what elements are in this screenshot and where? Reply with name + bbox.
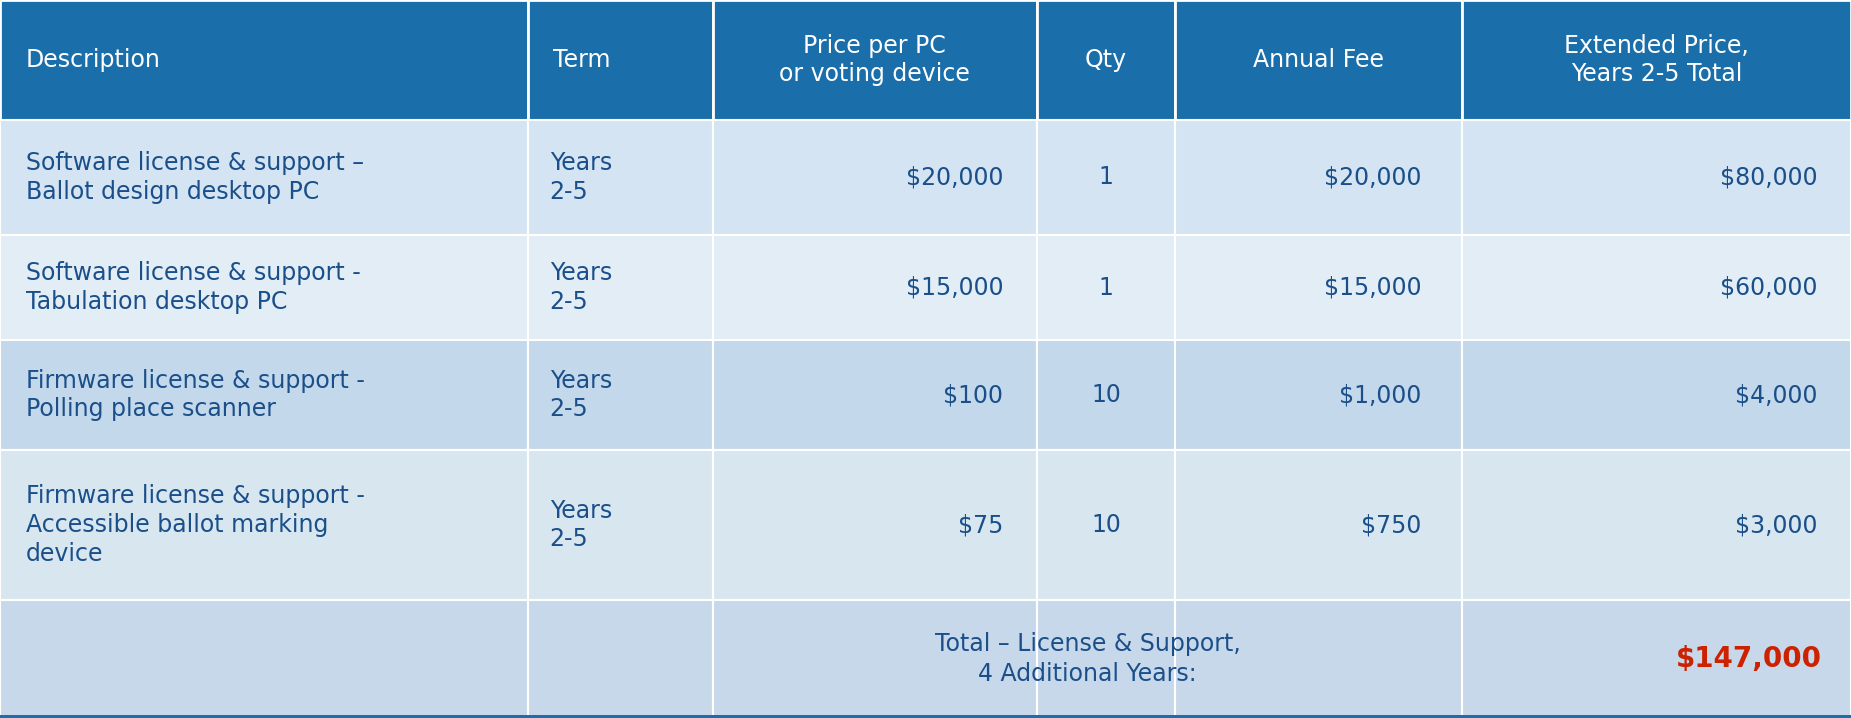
Bar <box>0 340 528 450</box>
Bar <box>1037 450 1175 600</box>
Text: Years
2-5: Years 2-5 <box>550 368 613 421</box>
Bar <box>1462 0 1851 120</box>
Bar <box>528 235 713 340</box>
Text: $4,000: $4,000 <box>1734 383 1818 407</box>
Text: Years
2-5: Years 2-5 <box>550 498 613 551</box>
Text: $750: $750 <box>1360 513 1422 537</box>
Bar <box>713 235 1037 340</box>
Bar <box>1037 0 1175 120</box>
Text: Firmware license & support -
Accessible ballot marking
device: Firmware license & support - Accessible … <box>26 484 365 566</box>
Bar <box>713 0 1037 120</box>
Text: 10: 10 <box>1090 513 1122 537</box>
Bar <box>1037 120 1175 235</box>
Bar <box>0 450 528 600</box>
Bar <box>1175 0 1462 120</box>
Text: $1,000: $1,000 <box>1338 383 1422 407</box>
Text: Total – License & Support,
4 Additional Years:: Total – License & Support, 4 Additional … <box>935 632 1240 686</box>
Text: $60,000: $60,000 <box>1720 276 1818 299</box>
Text: Annual Fee: Annual Fee <box>1253 48 1385 72</box>
Bar <box>0 715 1851 718</box>
Text: 10: 10 <box>1090 383 1122 407</box>
Text: $80,000: $80,000 <box>1720 166 1818 190</box>
Bar <box>1462 235 1851 340</box>
Text: Description: Description <box>26 48 161 72</box>
Text: $100: $100 <box>944 383 1003 407</box>
Text: 1: 1 <box>1098 166 1114 190</box>
Bar <box>528 450 713 600</box>
Bar <box>0 0 528 120</box>
Text: 1: 1 <box>1098 276 1114 299</box>
Bar <box>1175 235 1462 340</box>
Bar <box>713 600 1037 718</box>
Bar <box>1175 450 1462 600</box>
Text: Price per PC
or voting device: Price per PC or voting device <box>779 34 970 86</box>
Text: $147,000: $147,000 <box>1675 645 1821 673</box>
Bar <box>713 120 1037 235</box>
Text: $15,000: $15,000 <box>1323 276 1422 299</box>
Bar <box>1037 235 1175 340</box>
Text: $15,000: $15,000 <box>905 276 1003 299</box>
Bar <box>528 0 713 120</box>
Bar <box>1462 450 1851 600</box>
Bar <box>1175 120 1462 235</box>
Bar <box>1462 120 1851 235</box>
Text: Years
2-5: Years 2-5 <box>550 261 613 314</box>
Bar <box>1175 600 1462 718</box>
Bar <box>1037 340 1175 450</box>
Bar <box>0 235 528 340</box>
Text: Software license & support -
Tabulation desktop PC: Software license & support - Tabulation … <box>26 261 361 314</box>
Text: Extended Price,
Years 2-5 Total: Extended Price, Years 2-5 Total <box>1564 34 1749 86</box>
Bar <box>1037 600 1175 718</box>
Bar <box>1175 340 1462 450</box>
Bar <box>528 600 713 718</box>
Bar <box>0 600 528 718</box>
Text: $3,000: $3,000 <box>1734 513 1818 537</box>
Text: Term: Term <box>553 48 611 72</box>
Text: Software license & support –
Ballot design desktop PC: Software license & support – Ballot desi… <box>26 151 365 204</box>
Text: $20,000: $20,000 <box>905 166 1003 190</box>
Text: $75: $75 <box>957 513 1003 537</box>
Text: Firmware license & support -
Polling place scanner: Firmware license & support - Polling pla… <box>26 368 365 421</box>
Text: $20,000: $20,000 <box>1323 166 1422 190</box>
Bar <box>528 120 713 235</box>
Bar <box>713 340 1037 450</box>
Bar <box>528 340 713 450</box>
Bar <box>713 450 1037 600</box>
Bar <box>1462 600 1851 718</box>
Bar <box>0 120 528 235</box>
Text: Years
2-5: Years 2-5 <box>550 151 613 204</box>
Bar <box>1462 340 1851 450</box>
Text: Qty: Qty <box>1085 48 1127 72</box>
